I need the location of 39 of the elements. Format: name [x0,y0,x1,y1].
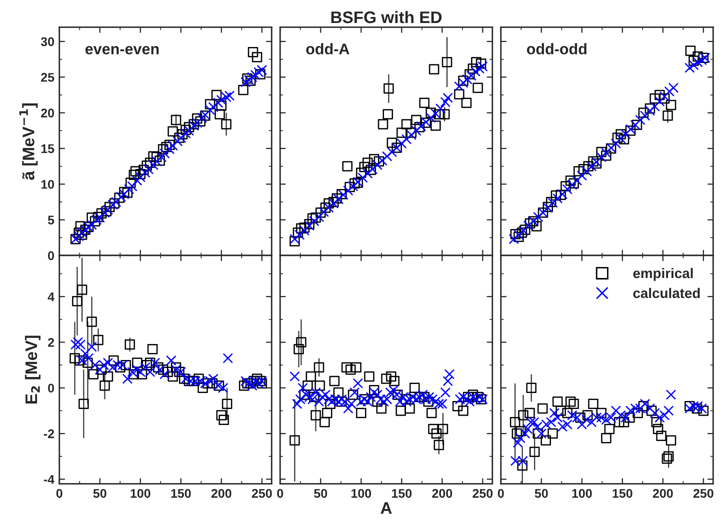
y-tick-label: 0 [48,251,54,260]
y-tick-label: 20 [41,108,54,118]
y-tick-label: 30 [40,37,54,46]
y-tick-label: 5 [48,216,54,224]
y-tick-label: 0 [48,384,54,393]
x-tick-label: 150 [612,488,632,498]
x-tick-label: 100 [352,488,372,498]
y-axis-title: E$_{2}$ [MeV] [24,336,40,404]
y-tick-label: -4 [44,475,54,484]
x-tick-label: 250 [472,488,493,498]
x-tick-label: 50 [314,488,328,498]
x-tick-label: 0 [277,488,284,498]
y-tick-label: 2 [48,338,54,347]
chart-title: BSFG with ED [331,10,442,24]
legend-label: empirical [633,268,693,281]
x-tick-label: 50 [93,488,106,498]
x-tick-label: 100 [572,488,592,498]
x-tick-label: 150 [392,488,412,498]
x-tick-label: 100 [130,488,150,498]
x-tick-label: 200 [652,488,673,498]
x-tick-label: 0 [498,488,504,498]
annotation: odd-odd [526,43,586,54]
y-tick-label: 15 [41,144,54,154]
x-tick-label: 200 [211,488,232,498]
y-tick-label: 25 [41,72,54,82]
y-tick-label: 10 [41,180,54,189]
x-tick-label: 250 [693,488,714,498]
annotation: odd-A [306,43,350,54]
x-axis-title: A [380,502,392,514]
x-tick-label: 250 [252,488,272,498]
annotation: even-even [85,46,159,54]
x-tick-label: 200 [432,488,452,498]
legend-label: calculated [633,288,700,298]
x-tick-label: 0 [56,488,62,498]
x-tick-label: 150 [171,488,191,498]
y-axis-title: ã [MeV$^{−1}$] [19,103,38,180]
y-tick-label: -2 [44,429,54,438]
x-tick-label: 50 [534,488,548,498]
y-tick-label: 4 [48,292,54,302]
